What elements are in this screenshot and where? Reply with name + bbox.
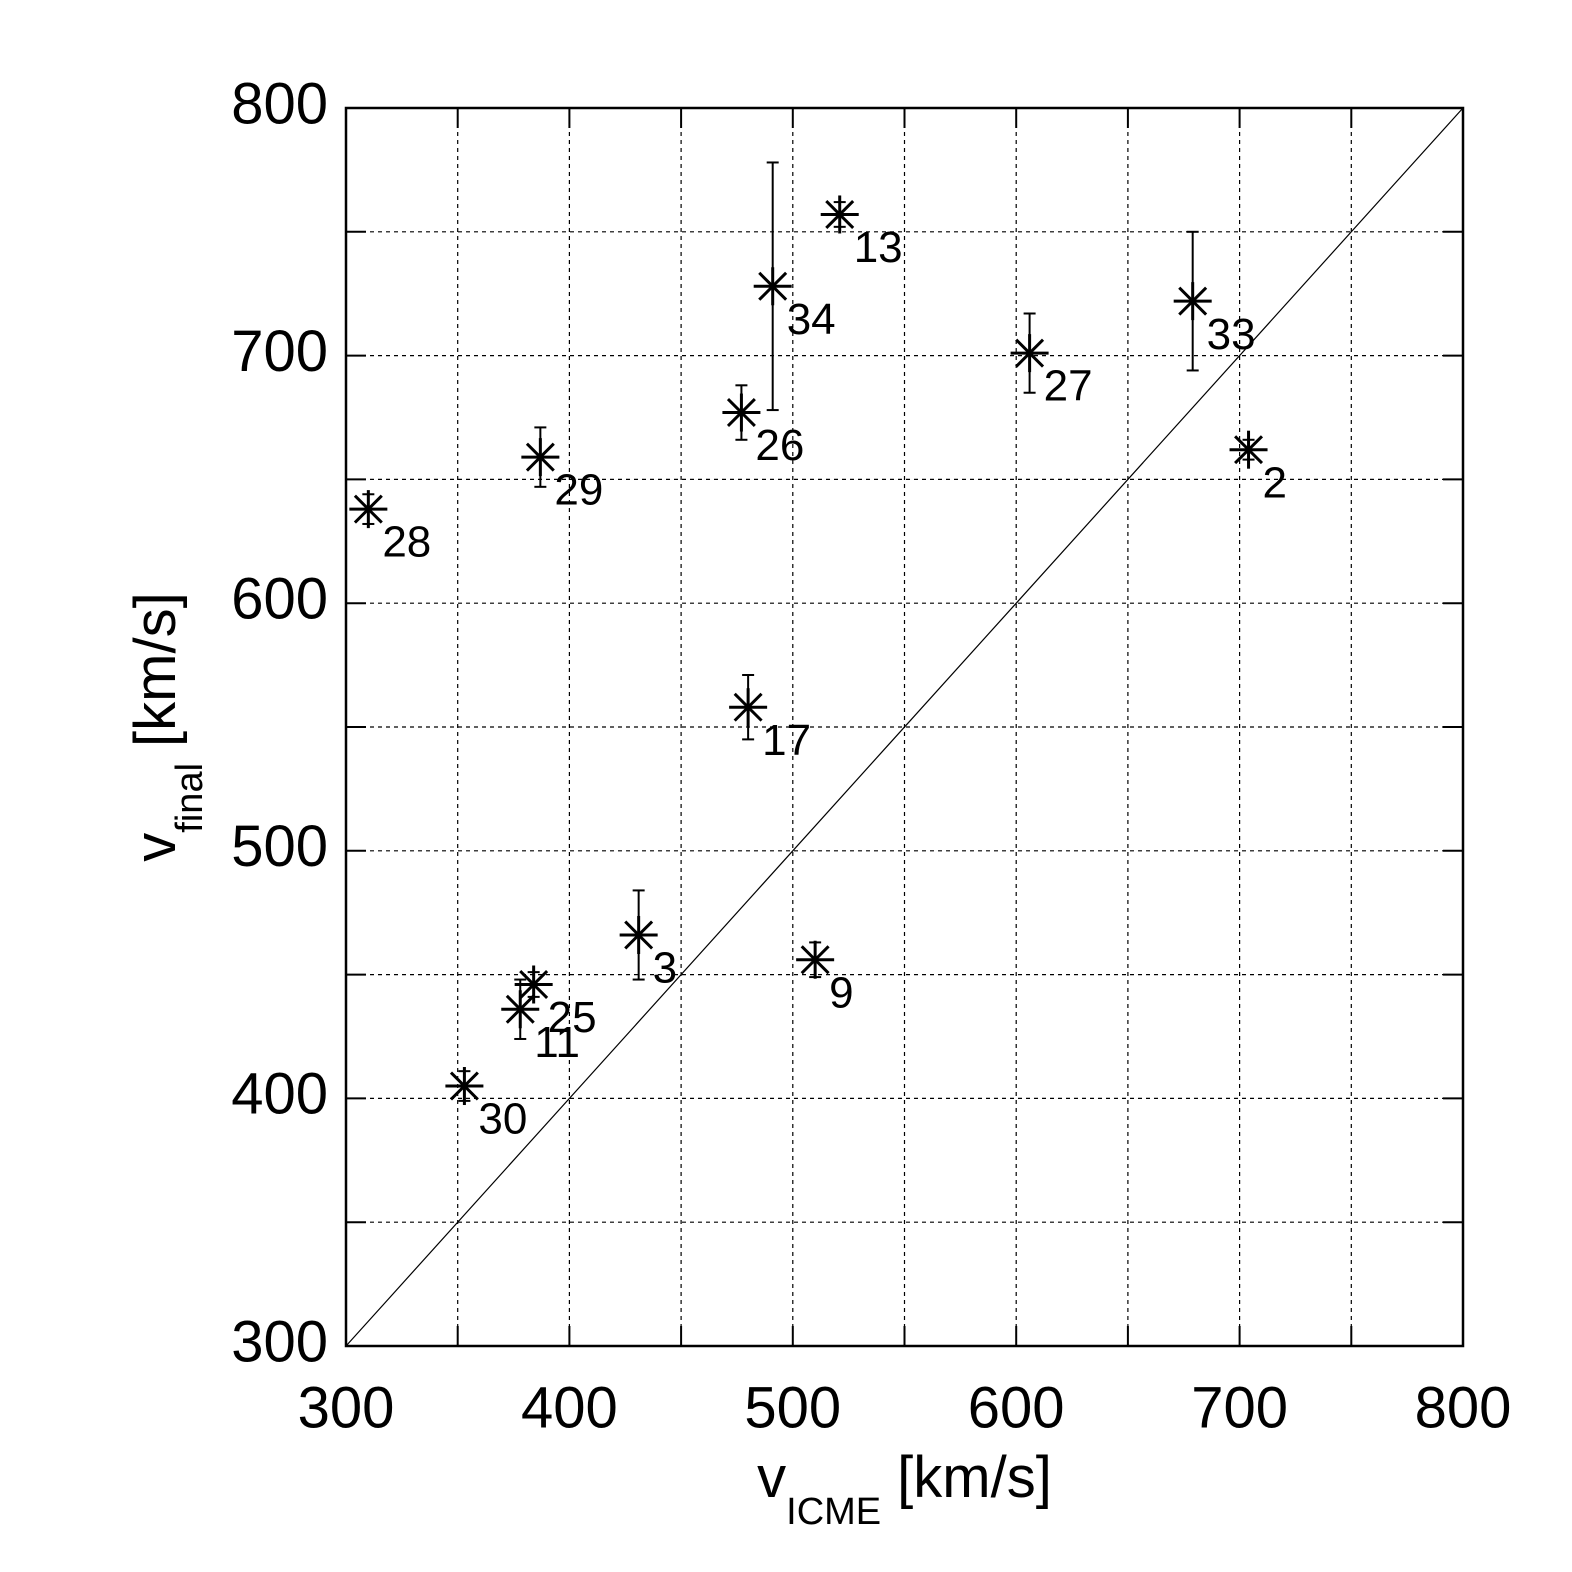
x-tick-label: 800 [1415,1375,1512,1440]
asterisk-arm [825,199,855,229]
point [820,195,859,234]
x-axis-title-main: v [757,1445,786,1510]
x-tick-label: 600 [968,1375,1065,1440]
point-label: 28 [382,518,431,567]
point-label: 11 [534,1018,580,1067]
asterisk-arm [733,692,763,722]
point [796,940,835,979]
y-tick-label: 600 [231,567,328,632]
point [753,267,792,306]
y-tick-label: 800 [231,71,328,136]
point [349,490,388,529]
y-axis-title-unit: [km/s] [123,592,188,747]
point-label: 17 [762,716,811,765]
x-axis-title-unit: [km/s] [897,1445,1052,1510]
y-tick-label: 300 [231,1309,328,1374]
x-tick-label: 700 [1191,1375,1288,1440]
x-tick-label: 300 [298,1375,395,1440]
point-label: 27 [1044,362,1093,411]
point-label: 13 [854,223,903,272]
identity-line [345,107,1464,1347]
point [729,688,768,727]
asterisk-arm [800,945,830,975]
y-tick-label: 700 [231,319,328,384]
point [1229,430,1268,469]
point-label: 33 [1207,310,1256,359]
y-axis-title: vfinal [km/s] [123,592,211,861]
y-axis-title-sub: final [169,763,211,833]
x-tick-label: 500 [744,1375,841,1440]
y-tick-label: 400 [231,1062,328,1127]
asterisk-arm [726,398,756,428]
point [521,438,560,477]
x-axis-title-sub: ICME [786,1491,881,1533]
point-label: 26 [755,421,804,470]
asterisk-arm [1178,286,1208,316]
point [1010,334,1049,373]
point [619,915,658,954]
asterisk-arm [624,920,654,950]
asterisk-arm [525,442,555,472]
point-label: 9 [829,968,853,1017]
asterisk-arm [1234,435,1264,465]
point-label: 34 [787,295,836,344]
asterisk-arm [519,970,549,999]
asterisk-arm [505,994,535,1024]
x-tick-label: 400 [521,1375,618,1440]
x-axis-title: vICME [km/s] [757,1445,1052,1533]
plot-frame [344,106,1465,1348]
asterisk-arm [1015,338,1045,368]
point [514,965,553,1004]
point [445,1067,484,1106]
point [1173,282,1212,321]
asterisk-arm [449,1071,479,1101]
point-label: 3 [653,944,677,993]
point-label: 29 [554,466,603,515]
asterisk-arm [353,494,383,524]
y-axis-title-main: v [123,833,188,862]
asterisk-arm [758,271,788,301]
point-label: 30 [478,1095,527,1144]
point-label: 25 [548,993,597,1042]
y-tick-label: 500 [231,814,328,879]
point [722,393,761,432]
point-label: 2 [1263,458,1287,507]
